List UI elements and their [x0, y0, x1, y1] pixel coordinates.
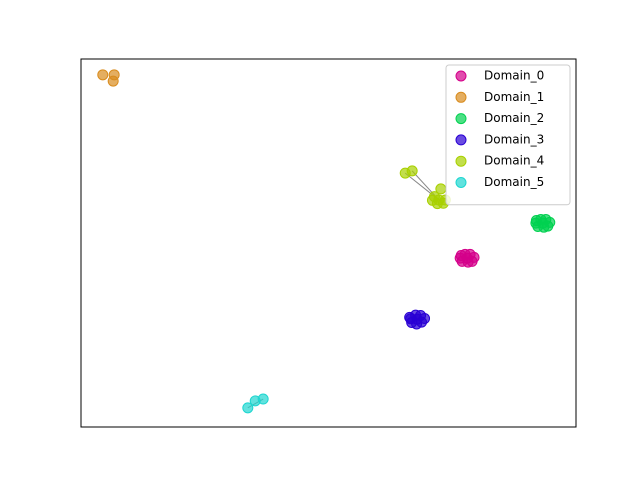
legend: Domain_0 Domain_1 Domain_2 Domain_3 Domain_4…: [445, 64, 571, 206]
legend-marker: [455, 134, 467, 146]
point: [107, 75, 119, 87]
legend-marker: [455, 70, 467, 82]
legend-marker: [455, 177, 467, 188]
links: [247, 170, 440, 409]
points: [97, 69, 556, 414]
legend-label: Domain_3: [484, 132, 544, 146]
legend-marker: [455, 155, 467, 167]
legend-marker: [455, 91, 467, 103]
point: [97, 69, 109, 81]
point: [411, 313, 423, 325]
point: [461, 252, 473, 264]
legend-label: Domain_1: [484, 90, 544, 104]
point: [537, 217, 549, 229]
point: [406, 165, 418, 177]
point: [242, 402, 254, 414]
legend-marker: [455, 113, 467, 125]
legend-label: Domain_4: [484, 154, 544, 168]
point: [431, 198, 443, 210]
legend-box: [445, 64, 571, 206]
legend-label: Domain_2: [484, 111, 544, 125]
legend-label: Domain_0: [484, 69, 544, 83]
legend-label: Domain_5: [484, 175, 544, 189]
point: [257, 393, 269, 405]
plot-frame: [80, 58, 577, 428]
